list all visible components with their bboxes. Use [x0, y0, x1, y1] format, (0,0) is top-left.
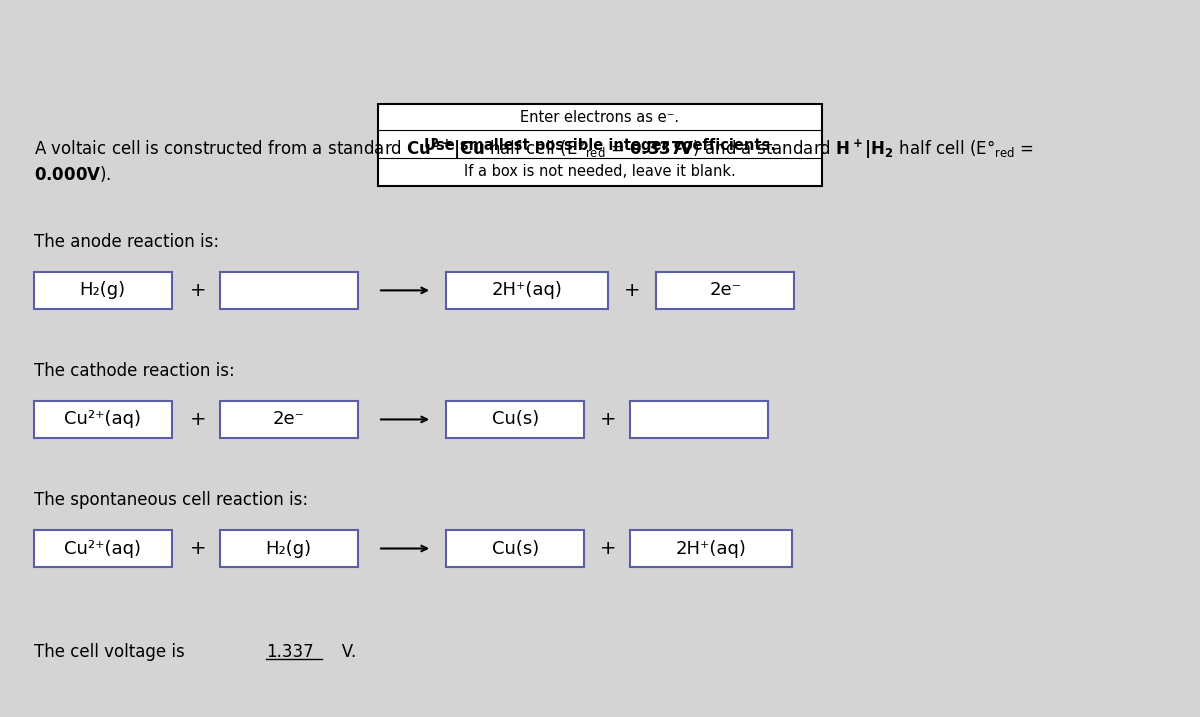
Text: The spontaneous cell reaction is:: The spontaneous cell reaction is:: [34, 490, 307, 509]
Text: The anode reaction is:: The anode reaction is:: [34, 232, 218, 251]
FancyBboxPatch shape: [630, 401, 768, 438]
Text: Use smallest possible integer coefficients.: Use smallest possible integer coefficien…: [424, 138, 776, 153]
FancyBboxPatch shape: [446, 401, 584, 438]
FancyBboxPatch shape: [34, 272, 172, 309]
Text: +: +: [600, 410, 617, 429]
Text: 2e⁻: 2e⁻: [709, 281, 742, 300]
Text: The cell voltage is: The cell voltage is: [34, 643, 190, 662]
Text: The cathode reaction is:: The cathode reaction is:: [34, 361, 234, 380]
FancyBboxPatch shape: [220, 401, 358, 438]
Text: Cu(s): Cu(s): [492, 539, 539, 558]
Text: 2H⁺(aq): 2H⁺(aq): [492, 281, 563, 300]
Text: H₂(g): H₂(g): [265, 539, 312, 558]
FancyBboxPatch shape: [34, 530, 172, 567]
Text: Cu²⁺(aq): Cu²⁺(aq): [64, 539, 142, 558]
Text: A voltaic cell is constructed from a standard $\mathbf{Cu^{2+}|Cu}$ half cell (E: A voltaic cell is constructed from a sta…: [34, 137, 1033, 161]
Text: +: +: [190, 281, 206, 300]
Text: 2e⁻: 2e⁻: [272, 410, 305, 429]
Text: +: +: [190, 539, 206, 558]
FancyBboxPatch shape: [220, 530, 358, 567]
Text: Cu(s): Cu(s): [492, 410, 539, 429]
FancyBboxPatch shape: [446, 530, 584, 567]
FancyBboxPatch shape: [34, 401, 172, 438]
Text: +: +: [624, 281, 641, 300]
Text: Cu²⁺(aq): Cu²⁺(aq): [64, 410, 142, 429]
Text: +: +: [600, 539, 617, 558]
FancyBboxPatch shape: [630, 530, 792, 567]
Text: +: +: [190, 410, 206, 429]
FancyBboxPatch shape: [378, 104, 822, 186]
Text: 2H⁺(aq): 2H⁺(aq): [676, 539, 746, 558]
FancyBboxPatch shape: [446, 272, 608, 309]
Text: 1.337: 1.337: [266, 643, 314, 662]
FancyBboxPatch shape: [220, 272, 358, 309]
Text: If a box is not needed, leave it blank.: If a box is not needed, leave it blank.: [464, 164, 736, 179]
FancyBboxPatch shape: [656, 272, 794, 309]
Text: V.: V.: [326, 643, 356, 662]
Text: H₂(g): H₂(g): [79, 281, 126, 300]
Text: $\mathbf{0.000V}$).: $\mathbf{0.000V}$).: [34, 164, 112, 184]
Text: Enter electrons as e⁻.: Enter electrons as e⁻.: [521, 110, 679, 125]
